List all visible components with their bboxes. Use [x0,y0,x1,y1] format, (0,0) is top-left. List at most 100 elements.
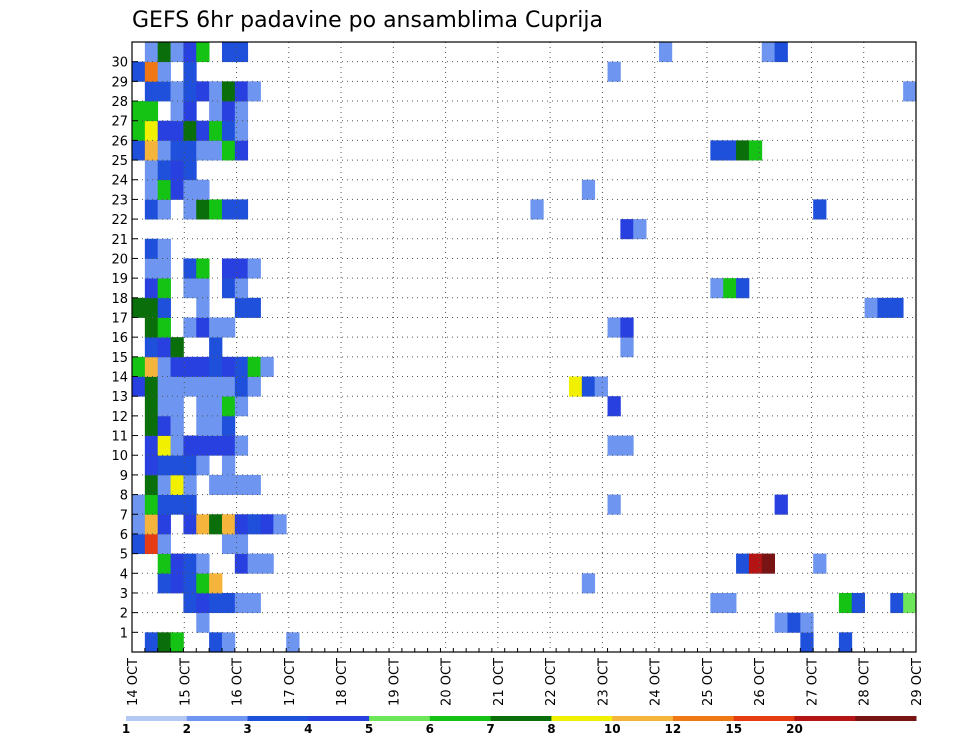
heatmap-cell [710,592,724,614]
legend-label: 12 [665,722,682,736]
heatmap-cell [157,573,171,594]
y-tick-label: 19 [111,272,128,287]
heatmap-cell [157,317,171,338]
heatmap-cell [607,494,621,515]
heatmap-cell [170,435,184,456]
heatmap-cell [170,415,184,436]
heatmap-cell [209,573,223,594]
heatmap-cells [132,42,917,653]
heatmap-cell [144,42,159,63]
heatmap-cell [620,219,634,240]
heatmap-cell [132,494,146,515]
y-tick-label: 25 [111,154,128,169]
legend-swatch [672,716,735,721]
heatmap-cell [157,42,171,63]
y-tick-label: 10 [111,449,128,464]
legend-label: 1 [122,722,130,736]
heatmap-cell [209,199,223,220]
heatmap-cell [170,140,184,161]
y-tick-label: 18 [111,292,128,307]
heatmap-cell [838,592,853,614]
heatmap-cell [196,376,210,397]
heatmap-cell [183,81,197,102]
heatmap-cell [132,140,146,161]
heatmap-cell [183,592,197,614]
heatmap-cell [196,140,210,161]
heatmap-cell [234,435,249,456]
heatmap-cell [234,120,249,141]
heatmap-cell [183,179,197,200]
heatmap-cell [221,396,236,417]
heatmap-cell [132,61,146,82]
heatmap-cell [234,297,249,318]
heatmap-cell [196,396,210,417]
heatmap-cell [209,81,223,102]
heatmap-cell [144,514,159,535]
x-tick-label: 22 OCT [544,658,559,706]
heatmap-cell [594,376,608,397]
heatmap-cell [144,435,159,456]
heatmap-cell [196,179,210,200]
heatmap-cell [157,140,171,161]
heatmap-cell [170,474,184,495]
heatmap-cell [132,356,146,377]
heatmap-cell [247,81,261,102]
heatmap-cell [221,533,236,555]
y-tick-label: 5 [120,548,128,563]
heatmap-cell [144,81,159,102]
heatmap-cell [132,376,146,397]
heatmap-cell [581,179,596,200]
heatmap-cell [209,415,223,436]
heatmap-cell [157,455,171,476]
heatmap-cell [234,101,249,122]
heatmap-cell [209,474,223,495]
heatmap-cell [247,356,261,377]
heatmap-cell [144,455,159,476]
heatmap-cell [170,160,184,181]
legend-swatch [490,716,552,721]
y-tick-label: 16 [111,331,128,346]
heatmap-cell [170,632,184,653]
heatmap-cell [196,553,210,574]
heatmap-cell [234,81,249,102]
heatmap-cell [183,278,197,299]
heatmap-cell [170,179,184,200]
legend-label: 15 [725,722,742,736]
heatmap-cell [144,61,159,82]
heatmap-cell [234,356,249,377]
heatmap-cell [170,120,184,141]
heatmap-cell [157,533,171,555]
heatmap-cell [196,573,210,594]
heatmap-cell [247,297,261,318]
y-tick-label: 3 [120,587,128,602]
heatmap-cell [196,356,210,377]
heatmap-cell [157,199,171,220]
heatmap-cell [877,297,891,318]
y-tick-label: 7 [120,508,128,523]
legend-swatch [186,716,249,721]
heatmap-cell [234,42,249,63]
heatmap-cell [170,494,184,515]
x-tick-label: 17 OCT [283,658,298,706]
x-tick-label: 27 OCT [806,658,821,706]
heatmap-cell [183,42,197,63]
x-tick-label: 14 OCT [126,658,141,706]
heatmap-cell [581,376,596,397]
heatmap-cell [761,42,776,63]
heatmap-cell [196,317,210,338]
y-tick-label: 12 [111,410,128,425]
heatmap-cell [183,199,197,220]
heatmap-cell [144,632,159,653]
x-tick-label: 28 OCT [858,658,873,706]
legend-label: 8 [547,722,555,736]
heatmap-cell [890,297,904,318]
heatmap-cell [247,553,261,574]
heatmap-cell [157,396,171,417]
heatmap-cell [221,199,236,220]
heatmap-cell [183,474,197,495]
heatmap-cell [144,337,159,358]
y-tick-label: 4 [120,567,128,582]
x-tick-label: 26 OCT [753,658,768,706]
heatmap-cell [183,553,197,574]
heatmap-cell [286,632,300,653]
